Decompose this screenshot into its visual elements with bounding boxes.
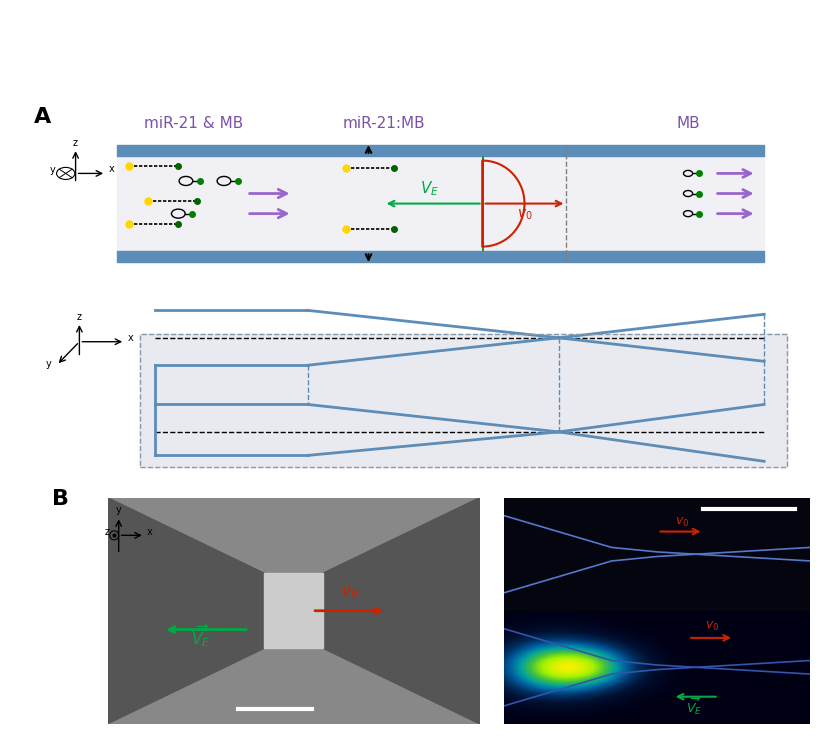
Bar bbox=[117, 145, 764, 156]
Text: miR-21 & MB: miR-21 & MB bbox=[144, 116, 243, 131]
Text: B: B bbox=[51, 489, 69, 509]
Text: $v_0$: $v_0$ bbox=[517, 207, 533, 222]
Text: y: y bbox=[50, 165, 55, 176]
Bar bbox=[117, 156, 764, 251]
Bar bbox=[141, 334, 787, 467]
Bar bbox=[117, 251, 764, 262]
Polygon shape bbox=[108, 498, 264, 724]
Text: z: z bbox=[77, 312, 82, 322]
Text: $v_0$: $v_0$ bbox=[705, 620, 719, 633]
Text: A: A bbox=[34, 107, 51, 127]
Polygon shape bbox=[264, 573, 323, 648]
Text: $v_0$: $v_0$ bbox=[341, 584, 358, 600]
Text: MB: MB bbox=[676, 116, 700, 131]
Text: miR-21:MB: miR-21:MB bbox=[342, 116, 425, 131]
Text: z: z bbox=[73, 138, 78, 148]
Text: z: z bbox=[105, 527, 110, 538]
Text: $V_E$: $V_E$ bbox=[420, 179, 439, 198]
Text: x: x bbox=[127, 333, 133, 343]
Text: $\overrightarrow{V_E}$: $\overrightarrow{V_E}$ bbox=[191, 623, 210, 649]
Bar bbox=[141, 334, 787, 467]
Text: $\overrightarrow{V_E}$: $\overrightarrow{V_E}$ bbox=[686, 694, 702, 716]
Text: x: x bbox=[108, 164, 114, 174]
Text: y: y bbox=[116, 504, 122, 515]
Text: y: y bbox=[46, 359, 52, 369]
Text: x: x bbox=[146, 526, 152, 537]
Polygon shape bbox=[323, 498, 480, 724]
Text: $v_0$: $v_0$ bbox=[675, 516, 689, 529]
